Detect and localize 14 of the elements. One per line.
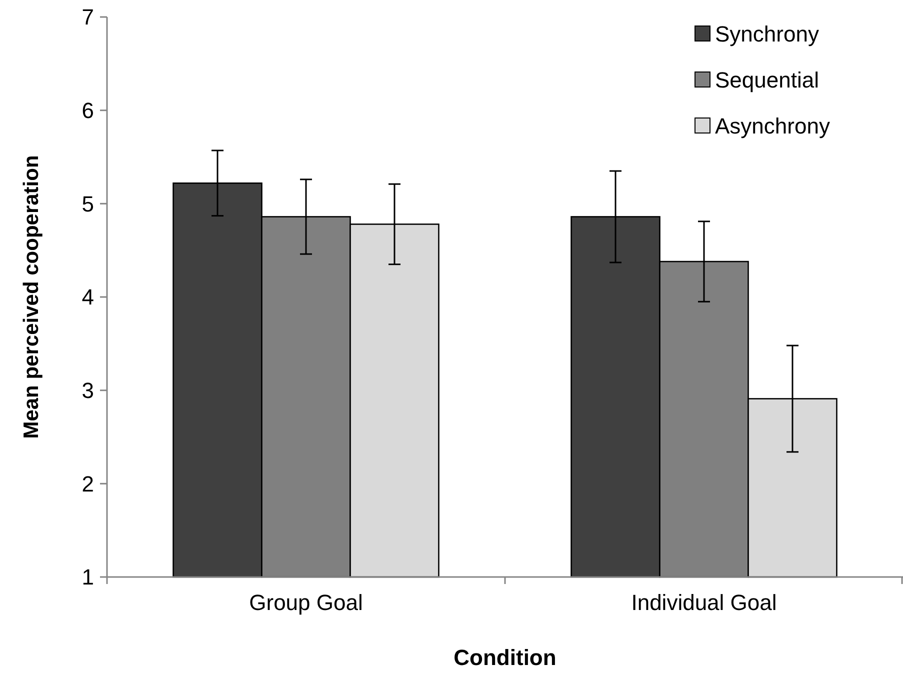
y-tick-label: 2 [82, 471, 94, 496]
legend-label: Asynchrony [715, 114, 830, 139]
y-tick-label: 7 [82, 4, 94, 30]
legend-label: Synchrony [715, 22, 819, 47]
y-tick-label: 1 [82, 564, 94, 590]
y-axis-title: Mean perceived cooperation [20, 155, 43, 439]
x-tick-label: Group Goal [249, 590, 363, 615]
x-tick-label: Individual Goal [631, 590, 777, 615]
y-tick-label: 3 [82, 378, 94, 404]
x-axis-title: Condition [454, 645, 556, 670]
y-tick-label: 5 [82, 191, 94, 216]
y-tick-label: 6 [82, 98, 94, 124]
y-tick-label: 4 [82, 284, 94, 310]
legend-label: Sequential [715, 68, 819, 93]
